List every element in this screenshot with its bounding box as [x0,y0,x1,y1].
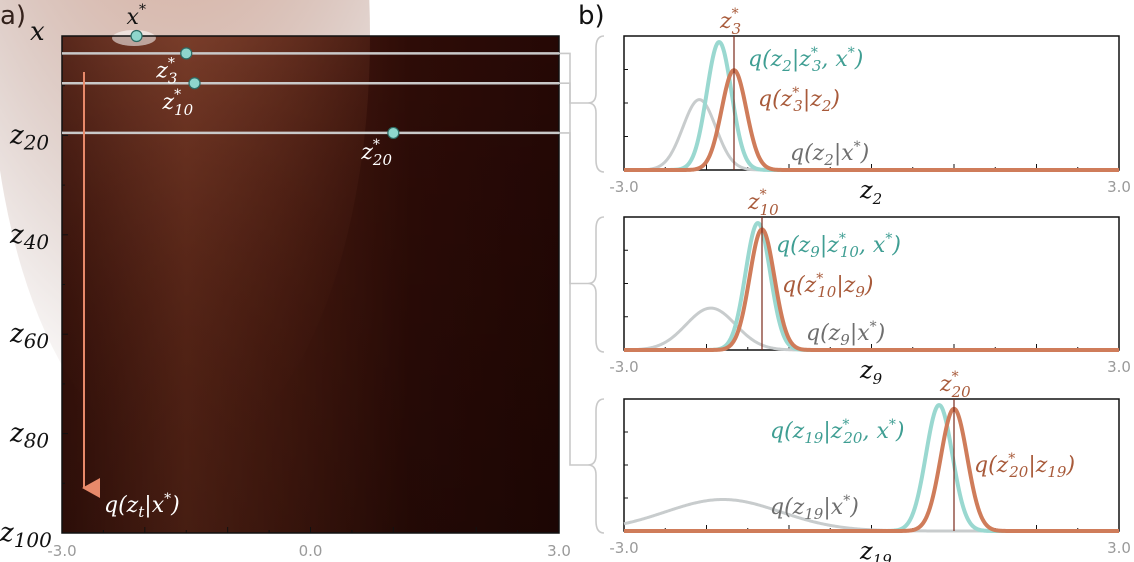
heatmap-point [188,77,201,90]
heatmap-point-label: z* 10 [162,87,194,119]
plot-x-label: z2 [859,176,882,208]
gray-curve-label: q(z2|x*) [790,139,869,169]
teal-curve-label: q(z19|z* 20, x*) [770,417,904,447]
brace [587,35,605,173]
heatmap-y-label: z40 [9,220,49,254]
density-plot-3: -3.0 3.0 z19 z* 20 q(z19|z* 20, x*) q(z* 20|z19)… [609,369,1131,562]
brace [587,398,605,534]
heatmap-y-label: z100 [0,518,52,552]
plot-x-tick-label: -3.0 [609,178,638,196]
connector-line [559,82,588,285]
heatmap-points: x* z* 3z* 10 z* 20 [127,2,400,169]
plot-frame [623,35,1120,171]
rust-curve-label: q(z* 3|z2) [758,85,840,115]
heatmap-y-top-label: x [30,17,45,47]
heatmap-y-label: z80 [9,419,49,453]
connectors [559,35,605,534]
heatmap-x-tick-label: -3.0 [47,542,76,560]
heatmap-slice-lines [62,52,559,135]
gray-curve-label: q(z19|x*) [770,493,859,523]
connector-line [559,52,588,104]
connector-line [559,132,588,466]
marker-label: z* 20 [939,369,971,401]
heatmap-y-label: z60 [9,319,49,353]
heatmap-point-label: z* 20 [360,137,392,169]
panel-b-letter: b) [578,1,605,31]
teal-curve-label: q(z9|z* 10, x*) [776,231,901,261]
heatmap-point [387,126,400,140]
heatmap-x-tick-label: 3.0 [547,542,571,560]
heatmap-point-label: x* [127,2,146,30]
plot-x-tick-label: -3.0 [609,539,638,557]
density-curve [623,68,1120,172]
heatmap-point [130,29,143,43]
marker-label: z* 10 [747,187,779,219]
rust-curve-label: q(z* 20|z19) [974,451,1075,481]
plot-frame [623,216,1120,351]
plot-x-tick-label: -3.0 [609,358,638,376]
teal-curve-label: q(z2|z* 3, x*) [748,45,863,75]
plot-x-label: z9 [859,356,883,388]
marker-label: z* 3 [719,6,741,38]
arrow-label: q(zt|x*) [104,491,180,521]
plot-frame [623,398,1120,532]
density-curve [623,227,1120,352]
heatmap-point-label: z* 3 [155,55,177,87]
brace [587,216,605,353]
density-plot-2: -3.0 3.0 z9 z* 10 q(z9|z* 10, x*) q(z* 10|z9) q(z… [609,187,1131,388]
heatmap-y-label: z20 [9,120,49,154]
heatmap-y-labels: x z20 z40 z60 z80 z100 [0,17,68,552]
density-curve [623,406,1120,533]
plot-x-tick-label: 3.0 [1107,539,1131,557]
plot-x-label: z19 [859,537,892,562]
density-plots: -3.0 3.0 z2 z* 3 q(z2|z* 3, x*) q(z* 3|z2) q(z2|x… [609,6,1131,562]
heatmap-point [180,47,193,60]
heatmap-x-tick-label: 0.0 [299,542,323,560]
rust-curve-label: q(z* 10|z9) [782,271,874,301]
heatmap-fade [62,36,559,533]
gray-curve-label: q(z9|x*) [806,319,885,349]
density-plot-1: -3.0 3.0 z2 z* 3 q(z2|z* 3, x*) q(z* 3|z2) q(z2|x… [609,6,1131,208]
plot-x-tick-label: 3.0 [1107,358,1131,376]
heatmap-x-ticks: -3.0 0.0 3.0 [47,527,571,560]
plot-x-tick-label: 3.0 [1107,178,1131,196]
